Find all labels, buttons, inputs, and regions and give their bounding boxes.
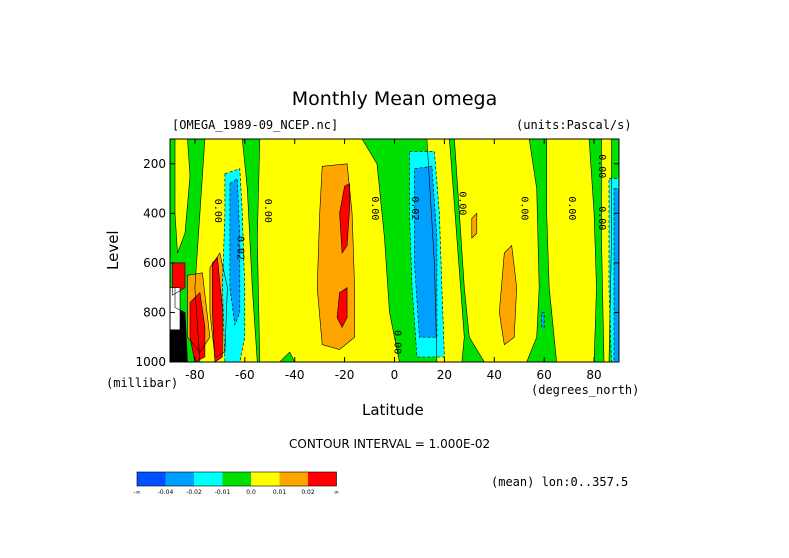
x-tick-label: -80 [185,368,205,382]
contour-label: 0.00 [369,196,380,220]
contour-line [209,252,228,358]
contour-line [414,165,438,338]
contour-region [229,178,240,325]
colorbar-label: 0.01 [273,489,287,496]
averaging-note: (mean) lon:0..357.5 [491,475,629,489]
y-tick-label: 600 [143,256,166,270]
contour-line [471,212,478,239]
x-tick-label: 20 [437,368,452,382]
contour-label: 0.02 [234,236,245,260]
contour-line [172,262,186,296]
dataset-filename: [OMEGA_1989-09_NCEP.nc] [172,118,339,132]
contour-region [454,139,540,362]
x-tick-label: 40 [487,368,502,382]
colorbar-swatch [308,472,337,486]
y-axis-unit: (millibar) [106,376,179,390]
contour-label: 0.00 [456,191,467,215]
x-tick-label: 60 [537,368,552,382]
contour-line [339,183,350,254]
contour-line [336,287,348,328]
colorbar-swatch [137,472,166,486]
colorbar-frame [136,471,337,487]
contour-region [471,213,477,239]
contour-region [175,139,190,253]
colorbar-label: -0.01 [215,489,231,496]
contour-line [222,168,246,363]
contour-line [229,178,241,326]
colorbar-swatch [165,472,194,486]
colorbar-label: ∞ [334,489,339,496]
y-axis-title: Level [104,230,122,270]
colorbar-label: 0.0 [246,489,256,496]
colorbar-swatch [194,472,223,486]
contour-region [541,312,545,328]
units-label: (units:Pascal/s) [516,118,632,132]
contour-region [614,188,619,362]
x-tick-label: -60 [235,368,255,382]
contour-region [172,262,185,296]
contour-region [170,287,180,330]
colorbar-swatch [222,472,251,486]
contour-label: 0.00 [519,196,530,220]
contour-label: 0.02 [409,196,420,220]
contour-region [499,245,517,345]
contour-line [212,257,223,363]
x-axis-unit: (degrees_north) [531,383,640,397]
chart-title: Monthly Mean omega [291,88,498,110]
y-tick-label: 800 [143,305,166,319]
contour-label: 0.00 [212,199,223,223]
colorbar-swatch [279,472,308,486]
contour-label: 0.00 [596,154,607,178]
x-tick-label: -20 [335,368,355,382]
x-tick-label: 80 [586,368,601,382]
contour-interval-text: CONTOUR INTERVAL = 1.000E-02 [289,437,491,451]
y-tick-label: 400 [143,206,166,220]
colorbar-label: -0.02 [186,489,202,496]
y-tick-label: 200 [143,157,166,171]
contour-line [613,188,620,363]
colorbar-swatch [251,472,280,486]
contour-region [546,139,597,362]
colorbar-label: -∞ [133,489,140,496]
contour-label: 0.00 [596,206,607,230]
colorbar-label: -0.04 [158,489,174,496]
colorbar-label: 0.02 [301,489,315,496]
contour-labels: 0.00 0.02 0.00 0.00 0.02 0.00 0.00 0.00 0.00 0.00… [212,154,607,354]
contour-line [498,244,518,346]
contour-line [426,138,465,363]
colorbar: -∞ -0.04 -0.02 -0.01 0.0 0.01 0.02 ∞ [133,471,339,496]
x-tick-label: 0 [391,368,399,382]
contour-label: 0.00 [262,199,273,223]
y-tick-label: 1000 [135,355,166,369]
contour-line [541,312,545,328]
contour-label: 0.00 [392,330,403,354]
axis-ticks: -80 -60 -40 -20 0 20 40 60 80 200 400 600 800 1000 [135,139,619,382]
contour-label: 0.00 [566,196,577,220]
contour-line [189,291,206,363]
x-axis-title: Latitude [362,401,424,419]
x-tick-label: -40 [285,368,305,382]
contour-region [337,287,348,328]
contour-regions [170,139,619,362]
